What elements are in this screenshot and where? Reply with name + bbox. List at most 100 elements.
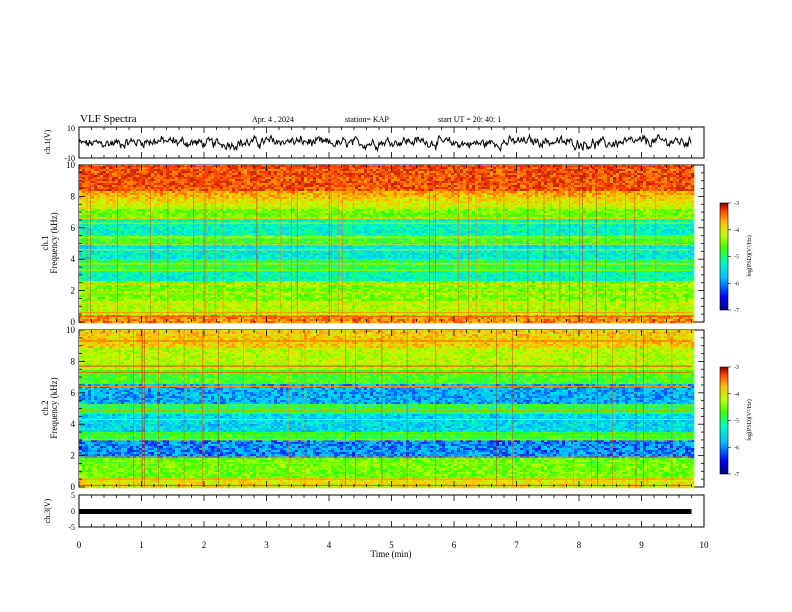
spectrogram-cell: [124, 209, 127, 211]
spectrogram-cell: [325, 205, 328, 207]
spectrogram-cell: [115, 179, 118, 181]
spectrogram-cell: [574, 187, 577, 189]
spectrogram-cell: [391, 189, 394, 191]
spectrogram-cell: [271, 203, 274, 205]
spectrogram-cell: [649, 167, 652, 169]
spectrogram-cell: [520, 175, 523, 177]
spectrogram-cell: [169, 193, 172, 195]
spectrogram-cell: [313, 211, 316, 213]
spectrogram-cell: [142, 189, 145, 191]
spectrogram-cell: [259, 205, 262, 207]
spectrogram-cell: [640, 187, 643, 189]
spectrogram-cell: [643, 191, 646, 193]
spectrogram-cell: [199, 209, 202, 211]
spectrogram-cell: [190, 201, 193, 203]
spectrogram-cell: [481, 187, 484, 189]
spectrogram-cell: [421, 191, 424, 193]
spectrogram-cell: [691, 189, 694, 191]
spectrogram-cell: [292, 189, 295, 191]
spectrogram-cell: [151, 203, 154, 205]
spectrogram-cell: [409, 209, 412, 211]
spectrogram-cell: [544, 193, 547, 195]
spectrogram-cell: [97, 173, 100, 175]
spectrogram-cell: [118, 195, 121, 197]
spectrogram-cell: [601, 183, 604, 185]
spectrogram-cell: [586, 175, 589, 177]
spectrogram-cell: [343, 191, 346, 193]
spectrogram-cell: [298, 189, 301, 191]
spectrogram-cell: [382, 207, 385, 209]
spectrogram-cell: [421, 169, 424, 171]
spectrogram-cell: [205, 205, 208, 207]
spectrogram-cell: [571, 199, 574, 201]
spectrogram-cell: [553, 171, 556, 173]
spectrogram-cell: [217, 193, 220, 195]
spectrogram-cell: [562, 171, 565, 173]
ch1-waveform-panel: 10 -10 ch.1(V): [43, 124, 704, 163]
spectrogram-cell: [379, 167, 382, 169]
spectrogram-cell: [514, 189, 517, 191]
spectrogram-cell: [532, 185, 535, 187]
spectrogram-cell: [313, 169, 316, 171]
spectrogram-cell: [364, 181, 367, 183]
spectrogram-cell: [295, 187, 298, 189]
spectrogram-cell: [691, 191, 694, 193]
spectrogram-cell: [670, 169, 673, 171]
spectrogram-cell: [274, 187, 277, 189]
spectrogram-cell: [196, 181, 199, 183]
spectrogram-cell: [172, 189, 175, 191]
spectrogram-cell: [442, 169, 445, 171]
spectrogram-cell: [547, 191, 550, 193]
spectrogram-cell: [121, 175, 124, 177]
spectrogram-cell: [511, 179, 514, 181]
spectrogram-cell: [619, 189, 622, 191]
spectrogram-cell: [97, 199, 100, 201]
spectrogram-cell: [529, 173, 532, 175]
spectrogram-cell: [451, 175, 454, 177]
spectrogram-cell: [676, 173, 679, 175]
spectrogram-cell: [481, 175, 484, 177]
spectrogram-cell: [559, 199, 562, 201]
spectrogram-cell: [415, 207, 418, 209]
spectrogram-cell: [490, 177, 493, 179]
spectrogram-cell: [610, 171, 613, 173]
spectrogram-cell: [160, 207, 163, 209]
spectrogram-cell: [583, 209, 586, 211]
spectrogram-cell: [379, 179, 382, 181]
spectrogram-cell: [253, 173, 256, 175]
spectrogram-cell: [319, 181, 322, 183]
spectrogram-cell: [283, 177, 286, 179]
spectrogram-cell: [160, 185, 163, 187]
spectrogram-cell: [175, 183, 178, 185]
spectrogram-cell: [658, 169, 661, 171]
spectrogram-cell: [547, 179, 550, 181]
spectrogram-cell: [376, 175, 379, 177]
spectrogram-cell: [646, 181, 649, 183]
spectrogram-cell: [400, 211, 403, 213]
spectrogram-cell: [685, 167, 688, 169]
spectrogram-cell: [391, 205, 394, 207]
spectrogram-cell: [490, 187, 493, 189]
spectrogram-cell: [295, 171, 298, 173]
spectrogram-cell: [421, 205, 424, 207]
spectrogram-cell: [475, 195, 478, 197]
spectrogram-cell: [259, 209, 262, 211]
spectrogram-cell: [460, 177, 463, 179]
spectrogram-cell: [403, 205, 406, 207]
spectrogram-cell: [286, 169, 289, 171]
spectrogram-cell: [460, 179, 463, 181]
spectrogram-cell: [292, 179, 295, 181]
spectrogram-cell: [172, 211, 175, 213]
spectrogram-cell: [82, 201, 85, 203]
spectrogram-cell: [301, 191, 304, 193]
spectrogram-cell: [565, 207, 568, 209]
spectrogram-cell: [298, 205, 301, 207]
spectrogram-cell: [157, 209, 160, 211]
spectrogram-cell: [358, 185, 361, 187]
spectrogram-cell: [202, 185, 205, 187]
spectrogram-cell: [238, 199, 241, 201]
spectrogram-cell: [139, 173, 142, 175]
spectrogram-cell: [688, 199, 691, 201]
spectrogram-cell: [514, 183, 517, 185]
spectrogram-cell: [490, 201, 493, 203]
